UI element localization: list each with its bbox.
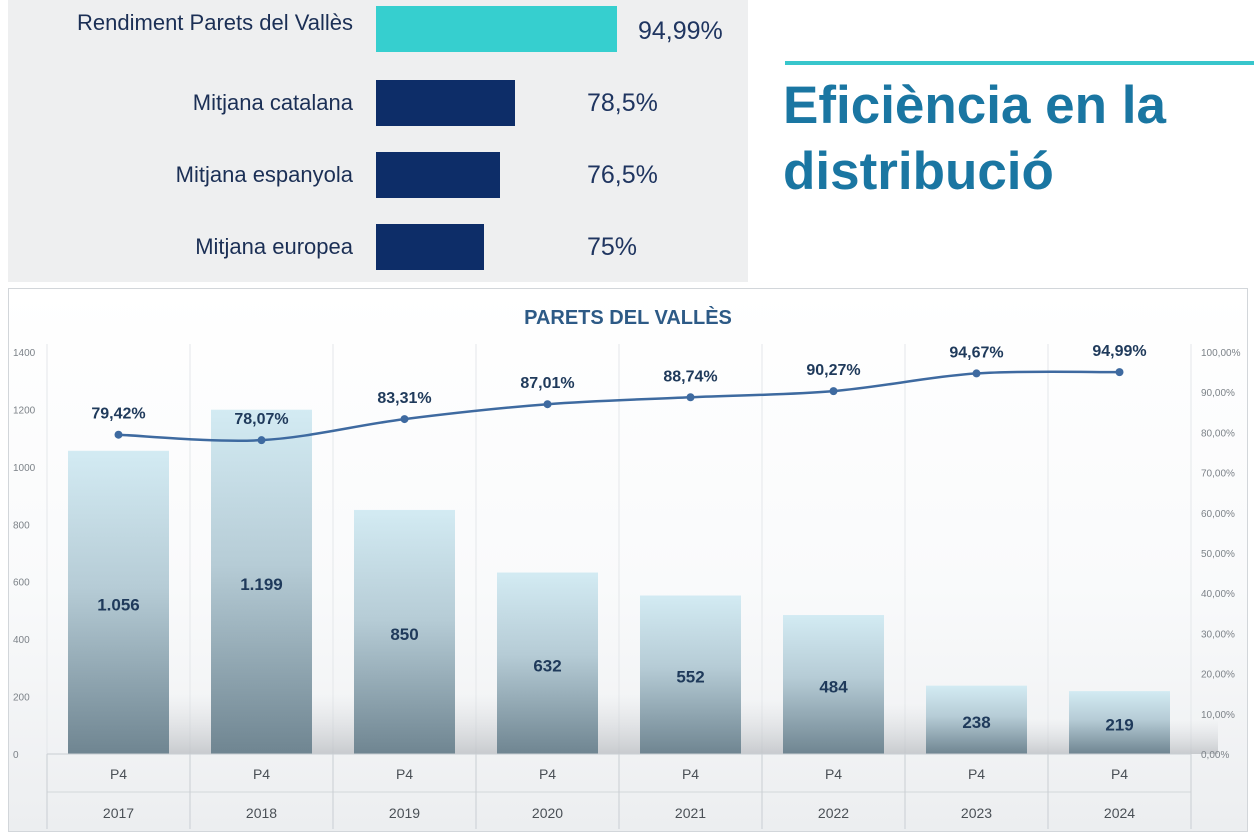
- x-subcategory-label: P4: [110, 766, 127, 782]
- bar: [640, 595, 741, 754]
- x-subcategory-label: P4: [396, 766, 413, 782]
- bar: [211, 409, 312, 754]
- comparison-row: Rendiment Parets del Vallès 94,99%: [8, 6, 748, 52]
- comparison-value: 94,99%: [638, 17, 723, 45]
- line-value-label: 90,27%: [806, 362, 860, 379]
- bar: [354, 509, 455, 754]
- line-point: [686, 393, 695, 402]
- line-point: [829, 387, 838, 396]
- comparison-label: Mitjana catalana: [192, 90, 353, 115]
- main-chart-svg: 1.056 1.199 850 632 552 484 238 219 0 200 400 600 80…: [13, 306, 1241, 829]
- comparison-label: Mitjana espanyola: [175, 162, 353, 187]
- bar-value-label: 1.199: [240, 575, 283, 594]
- line-point: [972, 369, 981, 378]
- comparison-chart: Rendiment Parets del Vallès 94,99% Mitjana…: [8, 0, 748, 282]
- x-category-label: 2019: [389, 805, 420, 821]
- line-point: [257, 436, 266, 445]
- bar-value-label: 484: [819, 678, 848, 697]
- chart-title: PARETS DEL VALLÈS: [524, 306, 732, 329]
- comparison-row: Mitjana catalana 78,5%: [8, 80, 748, 126]
- y-tick-label: 200: [13, 693, 30, 704]
- y2-tick-label: 40,00%: [1201, 589, 1235, 600]
- bar: [1069, 691, 1170, 754]
- comparison-row: Mitjana espanyola 76,5%: [8, 152, 748, 198]
- bar-value-label: 552: [676, 668, 704, 687]
- bar-value-label: 850: [390, 625, 418, 644]
- efficiency-line: [118, 370, 1120, 442]
- comparison-bar: [376, 224, 484, 270]
- line-value-label: 88,74%: [663, 368, 717, 385]
- y-tick-label: 1000: [13, 463, 36, 474]
- line-point: [114, 430, 123, 439]
- comparison-bar: [376, 80, 515, 126]
- bar-value-label: 1.056: [97, 595, 140, 614]
- y2-tick-label: 50,00%: [1201, 549, 1235, 560]
- y2-tick-label: 90,00%: [1201, 388, 1235, 399]
- comparison-bar: [376, 6, 617, 52]
- y2-tick-label: 10,00%: [1201, 710, 1235, 721]
- y-tick-label: 400: [13, 635, 30, 646]
- x-category-label: 2022: [818, 805, 849, 821]
- x-subcategory-label: P4: [253, 766, 270, 782]
- line-point: [400, 415, 409, 424]
- y-tick-label: 0: [13, 750, 19, 761]
- line-point: [1115, 368, 1124, 377]
- y-tick-label: 1200: [13, 405, 36, 416]
- comparison-label: Mitjana europea: [195, 234, 353, 259]
- comparison-row: Mitjana europea 75%: [8, 224, 748, 270]
- y2-tick-label: 100,00%: [1201, 348, 1241, 359]
- x-subcategory-label: P4: [968, 766, 985, 782]
- x-subcategory-label: P4: [682, 766, 699, 782]
- line-value-label: 79,42%: [91, 406, 145, 423]
- bar-value-label: 238: [962, 713, 990, 732]
- comparison-bar: [376, 152, 500, 198]
- bar-value-label: 219: [1105, 716, 1133, 735]
- page-title: Eficiència en la distribució: [783, 76, 1166, 201]
- y2-tick-label: 60,00%: [1201, 509, 1235, 520]
- line-value-label: 94,99%: [1092, 343, 1146, 360]
- y-tick-label: 800: [13, 520, 30, 531]
- line-point: [543, 400, 552, 409]
- y-tick-label: 600: [13, 578, 30, 589]
- y2-tick-label: 0,00%: [1201, 750, 1229, 761]
- x-subcategory-label: P4: [539, 766, 556, 782]
- bar: [783, 615, 884, 754]
- x-category-label: 2023: [961, 805, 992, 821]
- line-value-label: 87,01%: [520, 375, 574, 392]
- x-category-label: 2024: [1104, 805, 1135, 821]
- comparison-label: Rendiment Parets del Vallès: [77, 10, 353, 35]
- bar: [926, 685, 1027, 754]
- x-category-label: 2017: [103, 805, 134, 821]
- bar: [68, 450, 169, 754]
- y-tick-label: 1400: [13, 348, 36, 359]
- y2-tick-label: 80,00%: [1201, 428, 1235, 439]
- x-category-label: 2021: [675, 805, 706, 821]
- line-value-label: 83,31%: [377, 390, 431, 407]
- y2-tick-label: 70,00%: [1201, 469, 1235, 480]
- x-category-label: 2018: [246, 805, 277, 821]
- y2-tick-label: 30,00%: [1201, 629, 1235, 640]
- x-category-label: 2020: [532, 805, 563, 821]
- line-value-label: 94,67%: [949, 344, 1003, 361]
- accent-rule: [785, 61, 1254, 65]
- line-value-label: 78,07%: [234, 411, 288, 428]
- y2-tick-label: 20,00%: [1201, 670, 1235, 681]
- bar-value-label: 632: [533, 656, 561, 675]
- comparison-value: 78,5%: [587, 89, 658, 117]
- comparison-value: 75%: [587, 233, 638, 261]
- x-subcategory-label: P4: [1111, 766, 1128, 782]
- comparison-value: 76,5%: [587, 161, 658, 189]
- bar: [497, 572, 598, 754]
- x-subcategory-label: P4: [825, 766, 842, 782]
- main-chart: 1.056 1.199 850 632 552 484 238 219 0 200 400 600 80…: [8, 288, 1248, 832]
